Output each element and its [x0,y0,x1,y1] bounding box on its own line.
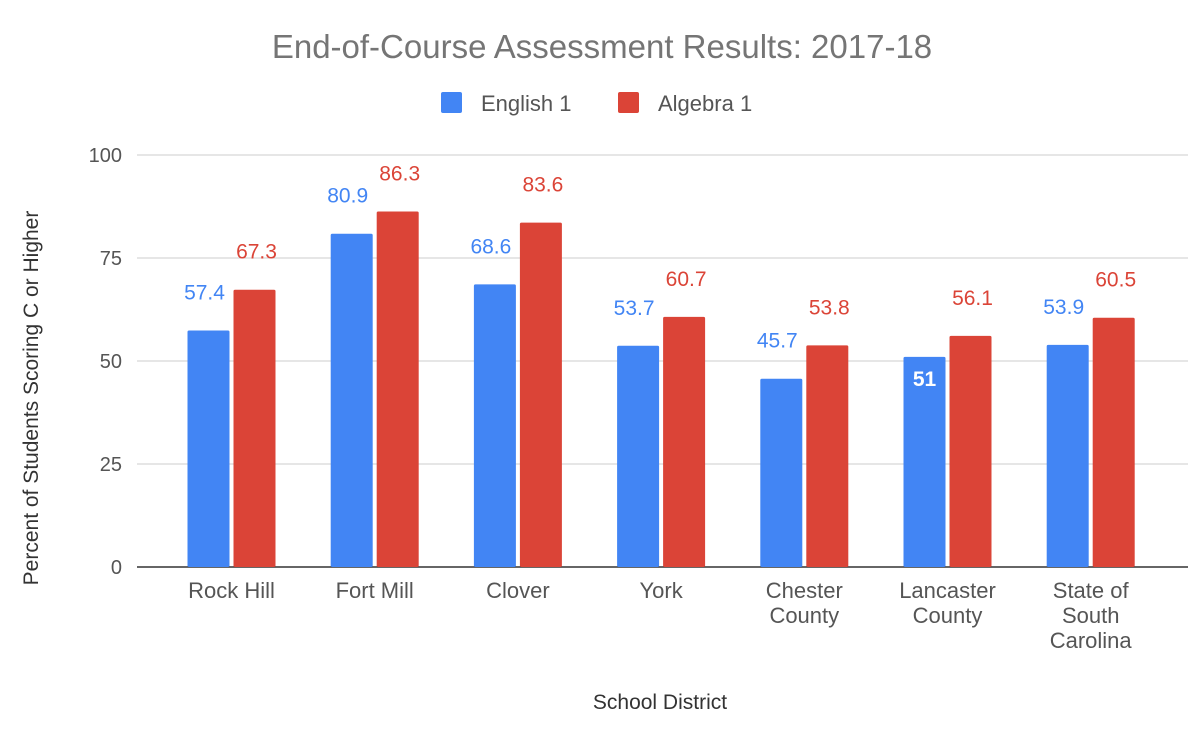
data-label-algebra-1: 60.7 [666,268,707,291]
bar-english-1 [330,233,373,567]
data-label-algebra-1: 67.3 [236,241,277,264]
bar-algebra-1 [519,222,562,567]
y-tick-label: 75 [100,248,122,270]
legend-swatch-english-1 [441,92,462,113]
bar-english-1 [760,378,803,567]
data-label-algebra-1: 86.3 [379,162,420,185]
data-label-english-1: 68.6 [470,235,511,258]
x-tick-label: Rock Hill [188,578,275,603]
x-tick-labels: Rock Hill Fort Mill Clover York Chester Count… [188,578,1132,653]
bar-algebra-1 [1092,317,1135,567]
x-tick-label: Lancaster County [899,578,996,628]
bar-algebra-1 [233,289,276,567]
data-label-algebra-1: 60.5 [1095,269,1136,292]
chart-title: End-of-Course Assessment Results: 2017-1… [272,28,932,65]
data-label-english-1: 57.4 [184,282,225,305]
data-label-english-1: 51 [913,368,937,391]
y-tick-label: 100 [89,145,122,167]
y-axis-label: Percent of Students Scoring C or Higher [20,211,43,586]
bar-algebra-1 [949,335,992,567]
bars [187,211,1135,567]
x-tick-label: State of South Carolina [1050,578,1133,653]
y-tick-label: 25 [100,454,122,476]
data-label-algebra-1: 56.1 [952,287,993,310]
legend-swatch-algebra-1 [618,92,639,113]
bar-english-1 [473,284,516,567]
x-tick-label: Chester County [766,578,843,628]
data-label-english-1: 45.7 [757,330,798,353]
bar-algebra-1 [663,316,706,567]
legend: English 1 Algebra 1 [441,91,752,116]
bar-english-1 [187,330,230,567]
data-label-english-1: 53.9 [1043,296,1084,319]
x-tick-label: Clover [486,578,550,603]
bar-english-1 [617,345,660,567]
y-tick-label: 0 [111,557,122,579]
bar-english-1 [1046,344,1089,567]
data-label-algebra-1: 53.8 [809,296,850,319]
y-tick-label: 50 [100,351,122,373]
x-tick-label: York [639,578,683,603]
bar-algebra-1 [376,211,419,567]
bar-english-1 [903,356,946,567]
data-label-english-1: 53.7 [614,297,655,320]
data-label-algebra-1: 83.6 [522,174,563,197]
bar-algebra-1 [806,345,849,567]
gridlines: 0 25 50 75 100 [89,145,1188,579]
legend-label-english-1: English 1 [481,91,572,116]
data-label-english-1: 80.9 [327,185,368,208]
legend-label-algebra-1: Algebra 1 [658,91,752,116]
data-labels: 57.4 67.3 80.9 86.3 68.6 83.6 53.7 60.7 45.7 53.8… [184,162,1136,390]
x-axis-label: School District [593,691,727,714]
x-tick-label: Fort Mill [336,578,414,603]
